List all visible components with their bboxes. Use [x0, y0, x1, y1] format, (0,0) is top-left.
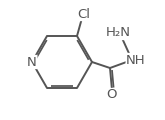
Text: NH: NH: [126, 54, 146, 66]
Text: N: N: [27, 55, 37, 69]
Text: O: O: [107, 88, 117, 102]
Text: Cl: Cl: [78, 8, 90, 21]
Text: H₂N: H₂N: [105, 27, 131, 39]
